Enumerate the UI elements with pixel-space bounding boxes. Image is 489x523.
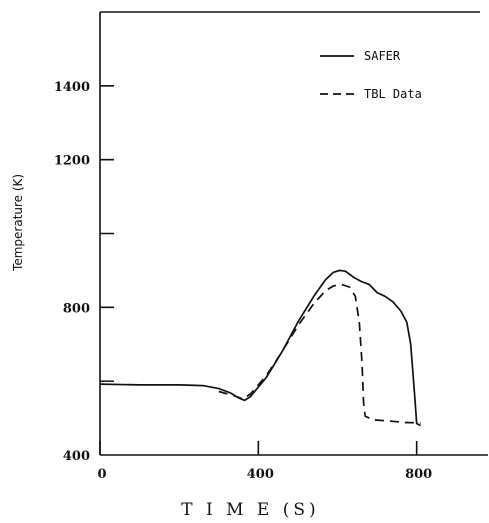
series-line-tbl-data bbox=[218, 283, 421, 424]
legend-label: SAFER bbox=[364, 49, 401, 63]
plot-frame bbox=[99, 11, 488, 456]
x-tick-label: 0 bbox=[97, 467, 106, 482]
y-tick-label: 1200 bbox=[54, 154, 90, 169]
series-layer bbox=[99, 269, 421, 427]
y-tick-label: 1400 bbox=[54, 80, 90, 95]
x-axis-title: T I M E (S) bbox=[181, 500, 319, 520]
y-tick-label: 400 bbox=[63, 449, 90, 464]
legend-label: TBL Data bbox=[364, 87, 422, 101]
y-tick-label: 800 bbox=[63, 301, 90, 316]
legend: SAFER TBL Data bbox=[320, 49, 422, 101]
y-axis-ticks: 400 800 1200 1400 bbox=[54, 80, 114, 464]
x-tick-label: 400 bbox=[247, 467, 274, 482]
x-tick-label: 800 bbox=[405, 467, 432, 482]
x-axis-ticks: 0 400 800 bbox=[97, 441, 432, 482]
series-line-safer bbox=[99, 269, 421, 427]
y-axis-title: Temperature (K) bbox=[11, 174, 25, 272]
